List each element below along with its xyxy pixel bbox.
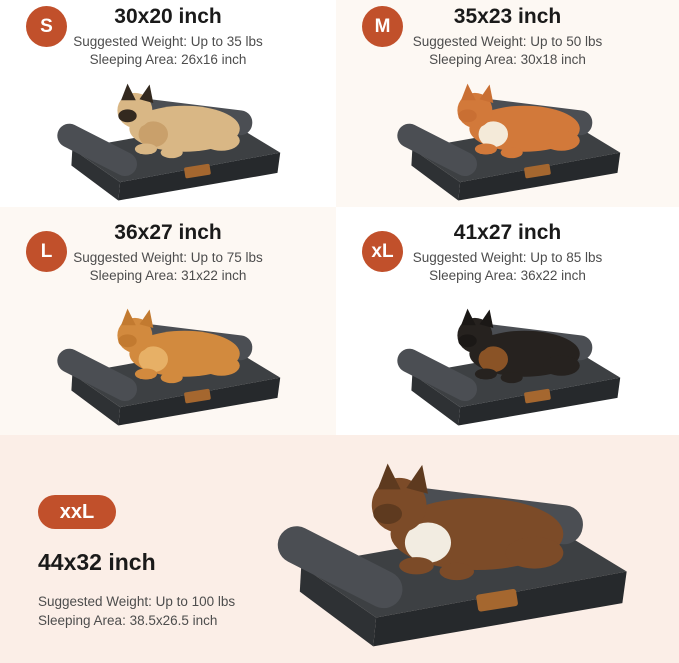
product-photo-l [0,284,336,435]
dog-icon [117,308,240,384]
bed-and-dog-illustration [57,83,281,201]
size-title: 44x32 inch [38,549,156,575]
size-badge-l: L [26,231,67,272]
suggested-weight-text: Suggested Weight: Up to 35 lbs [73,34,263,49]
size-title: 30x20 inch [114,5,222,28]
size-card-xxl: xxL 44x32 inch Suggested Weight: Up to 1… [0,435,679,663]
bed-and-dog-illustration [277,463,627,647]
size-card-header: M 35x23 inch Suggested Weight: Up to 50 … [336,0,679,68]
bed-and-dog-illustration [396,308,620,426]
dog-icon [117,83,240,159]
product-photo-m [336,68,679,210]
size-card-header: S 30x20 inch Suggested Weight: Up to 35 … [0,0,336,68]
dog-icon [456,83,580,159]
suggested-weight-text: Suggested Weight: Up to 50 lbs [412,34,603,49]
sleeping-area-text: Sleeping Area: 31x22 inch [89,267,247,283]
size-card-header: L 36x27 inch Suggested Weight: Up to 75 … [0,207,336,284]
size-card-xl: xL 41x27 inch Suggested Weight: Up to 85… [336,207,679,435]
size-badge-s: S [26,6,67,47]
size-title: 41x27 inch [453,221,562,244]
size-row-2: L 36x27 inch Suggested Weight: Up to 75 … [0,207,679,435]
weight-and-area-text: Suggested Weight: Up to 100 lbs Sleeping… [38,592,235,630]
size-card-m: M 35x23 inch Suggested Weight: Up to 50 … [336,0,679,210]
suggested-weight-text: Suggested Weight: Up to 100 lbs [38,594,236,609]
sleeping-area-text: Sleeping Area: 26x16 inch [89,51,247,67]
bed-and-dog-illustration [396,83,620,201]
size-row-1: S 30x20 inch Suggested Weight: Up to 35 … [0,0,679,210]
size-card-header: xL 41x27 inch Suggested Weight: Up to 85… [336,207,679,284]
product-photo-xl [336,284,679,435]
size-card-s: S 30x20 inch Suggested Weight: Up to 35 … [0,0,336,210]
size-title: 35x23 inch [453,5,562,28]
dog-icon [456,308,580,384]
size-title: 36x27 inch [114,221,222,244]
size-badge-xxl: xxL [38,495,116,529]
xxl-text-block: xxL 44x32 inch Suggested Weight: Up to 1… [38,495,235,630]
sleeping-area-text: Sleeping Area: 38.5x26.5 inch [38,613,218,628]
product-photo-xxl [225,435,677,663]
size-badge-xl: xL [362,231,403,272]
sleeping-area-text: Sleeping Area: 30x18 inch [429,51,586,67]
size-badge-m: M [362,6,403,47]
suggested-weight-text: Suggested Weight: Up to 75 lbs [73,250,263,265]
bed-and-dog-illustration [57,308,281,426]
product-photo-s [0,68,336,210]
size-card-l: L 36x27 inch Suggested Weight: Up to 75 … [0,207,336,435]
sleeping-area-text: Sleeping Area: 36x22 inch [429,267,586,283]
suggested-weight-text: Suggested Weight: Up to 85 lbs [412,250,603,265]
dog-icon [371,463,564,581]
